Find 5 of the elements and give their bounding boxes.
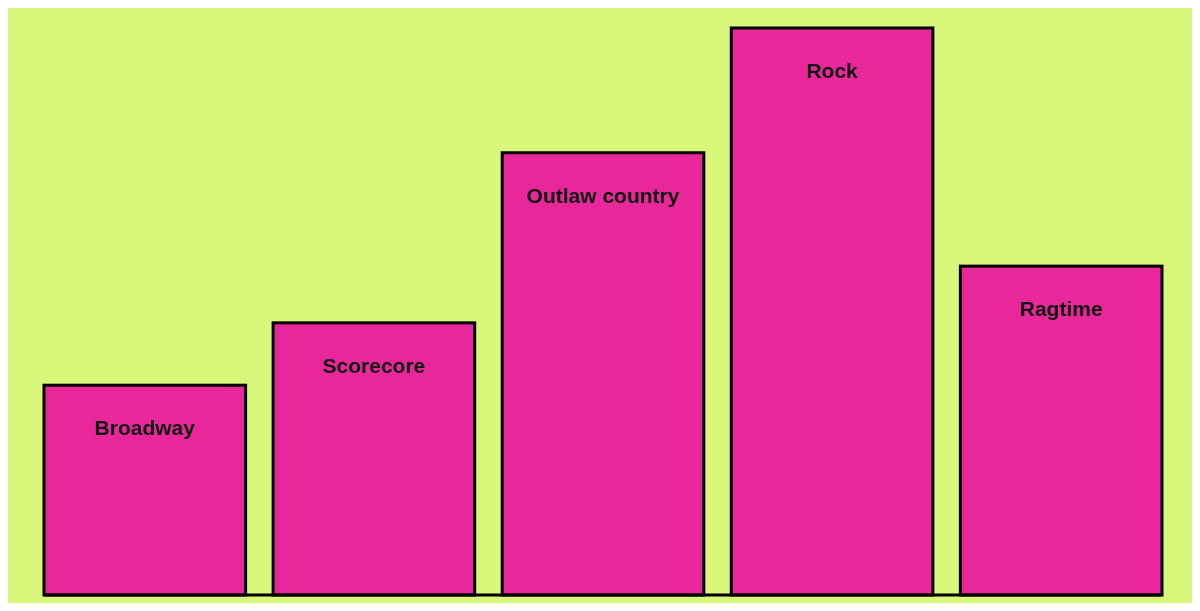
x-tick-label: Ragtime xyxy=(1019,297,1103,321)
x-tick-label: Rock xyxy=(806,59,859,82)
x-tick-label: Broadway xyxy=(94,416,196,440)
x-tick-label: Scorecore xyxy=(322,353,426,377)
x-tick-label: Outlaw country xyxy=(526,183,680,207)
